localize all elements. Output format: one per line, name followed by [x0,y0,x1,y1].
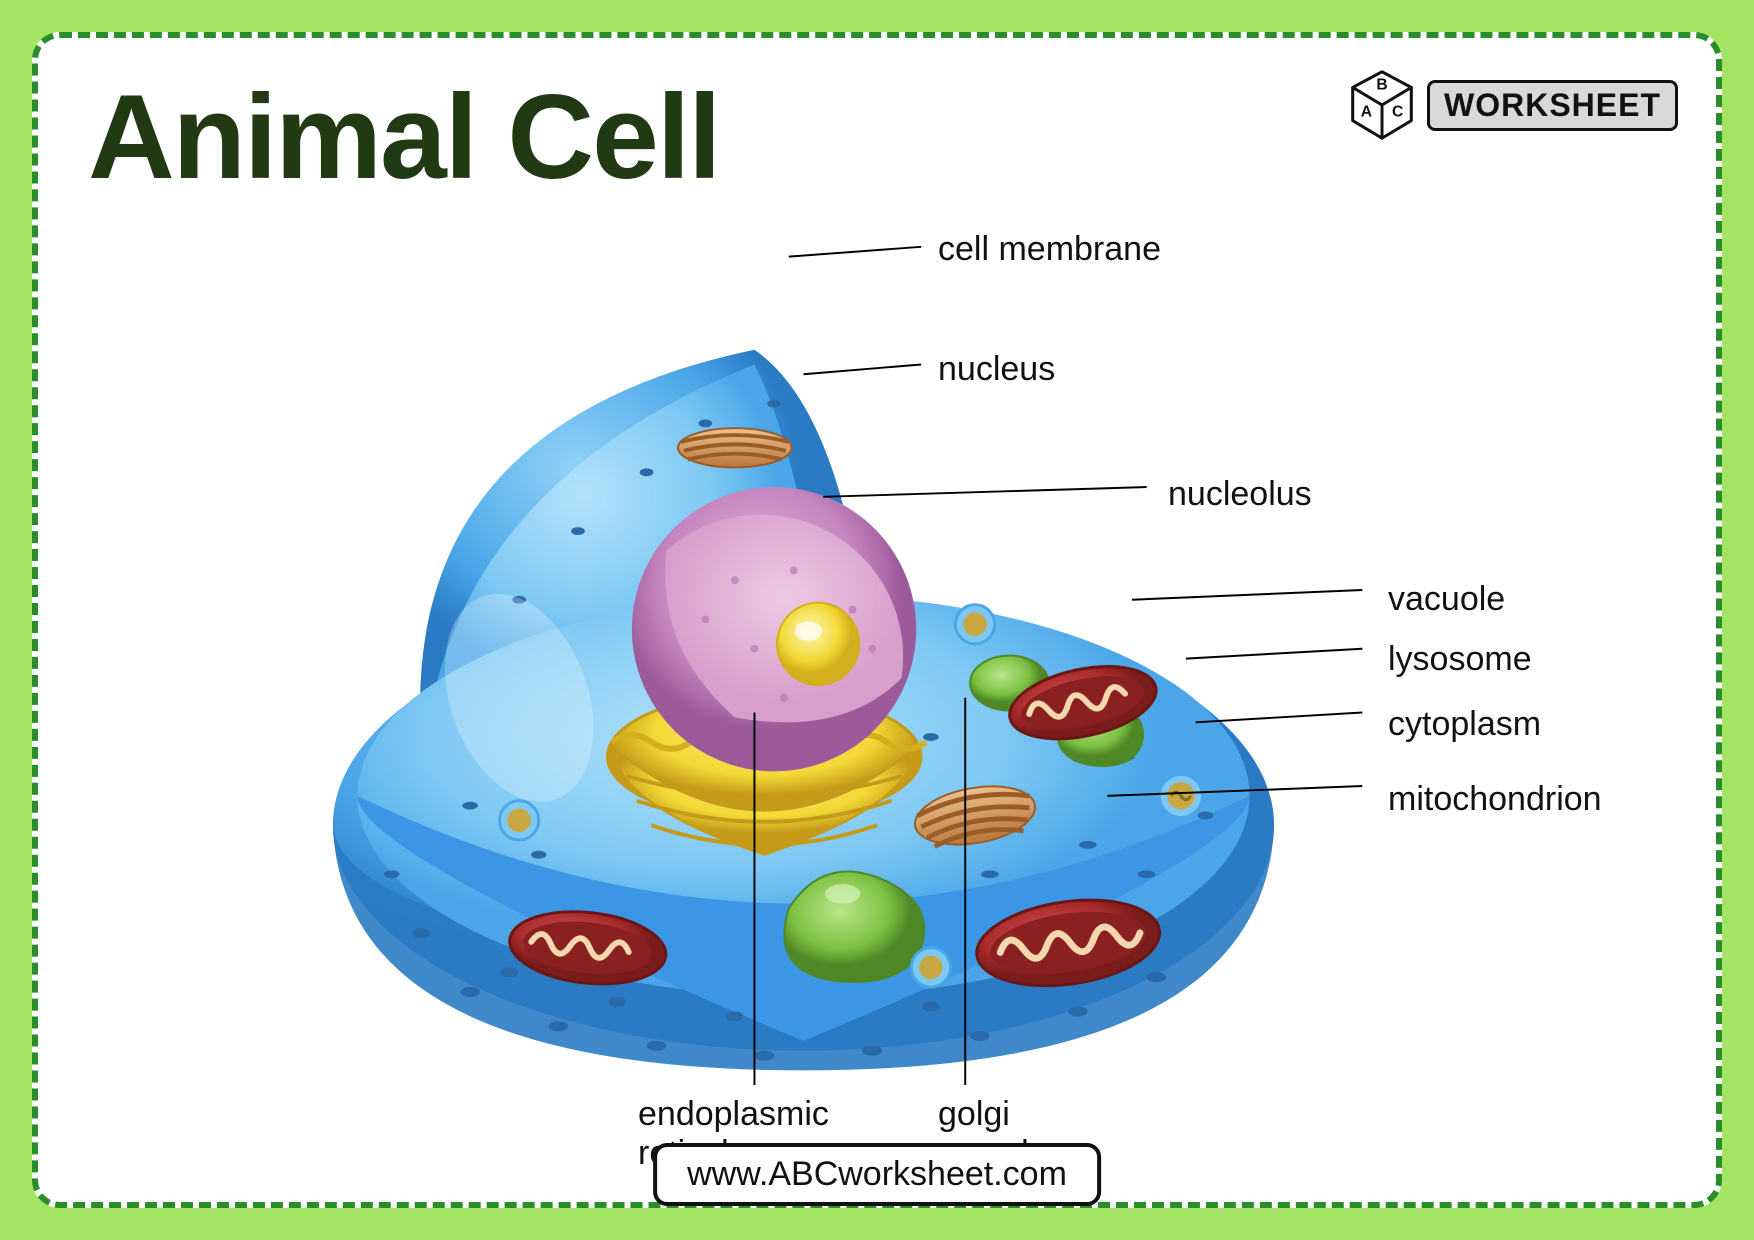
abc-cube-icon: B A C [1343,66,1421,144]
footer-url: www.ABCworksheet.com [653,1143,1101,1206]
label-vacuole: vacuole [1388,580,1505,619]
svg-text:C: C [1392,104,1403,121]
brand-logo: B A C WORKSHEET [1343,66,1678,144]
page-title: Animal Cell [88,68,720,206]
label-mitochondrion: mitochondrion [1388,780,1602,819]
golgi-backwall [678,428,792,467]
nucleus-organelle [632,487,916,771]
worksheet-frame: Animal Cell B A C WORKSHEET [32,32,1722,1208]
nucleolus-organelle [777,603,859,685]
cell-diagram [38,188,1716,1188]
label-cytoplasm: cytoplasm [1388,705,1541,744]
brand-badge: WORKSHEET [1427,80,1678,131]
label-lysosome: lysosome [1388,640,1532,679]
svg-text:A: A [1361,104,1372,121]
label-nucleolus: nucleolus [1168,475,1312,514]
svg-text:B: B [1376,76,1387,93]
label-nucleus: nucleus [938,350,1055,389]
label-cell-membrane: cell membrane [938,230,1161,269]
